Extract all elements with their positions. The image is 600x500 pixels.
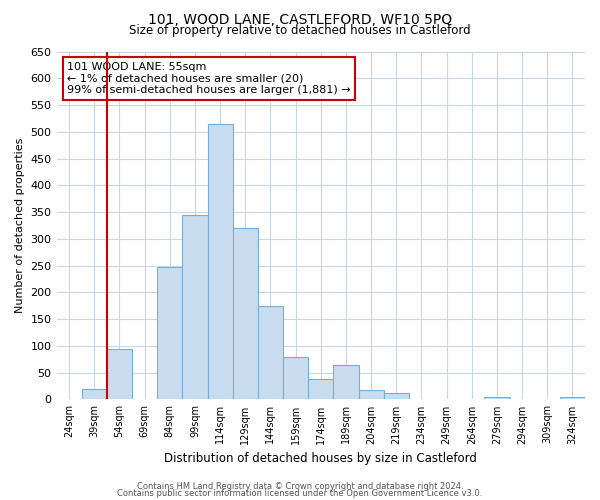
Bar — [208, 124, 233, 400]
Y-axis label: Number of detached properties: Number of detached properties — [15, 138, 25, 313]
Bar — [258, 306, 283, 400]
Bar — [107, 348, 132, 400]
Bar — [283, 356, 308, 400]
Text: Size of property relative to detached houses in Castleford: Size of property relative to detached ho… — [129, 24, 471, 37]
Bar — [82, 388, 107, 400]
Bar — [359, 390, 383, 400]
X-axis label: Distribution of detached houses by size in Castleford: Distribution of detached houses by size … — [164, 452, 477, 465]
Bar — [308, 379, 334, 400]
Text: Contains HM Land Registry data © Crown copyright and database right 2024.: Contains HM Land Registry data © Crown c… — [137, 482, 463, 491]
Text: Contains public sector information licensed under the Open Government Licence v3: Contains public sector information licen… — [118, 490, 482, 498]
Bar — [157, 266, 182, 400]
Bar — [383, 393, 409, 400]
Bar — [182, 215, 208, 400]
Text: 101, WOOD LANE, CASTLEFORD, WF10 5PQ: 101, WOOD LANE, CASTLEFORD, WF10 5PQ — [148, 12, 452, 26]
Text: 101 WOOD LANE: 55sqm
← 1% of detached houses are smaller (20)
99% of semi-detach: 101 WOOD LANE: 55sqm ← 1% of detached ho… — [67, 62, 351, 95]
Bar — [334, 364, 359, 400]
Bar — [233, 228, 258, 400]
Bar — [484, 397, 509, 400]
Bar — [560, 397, 585, 400]
